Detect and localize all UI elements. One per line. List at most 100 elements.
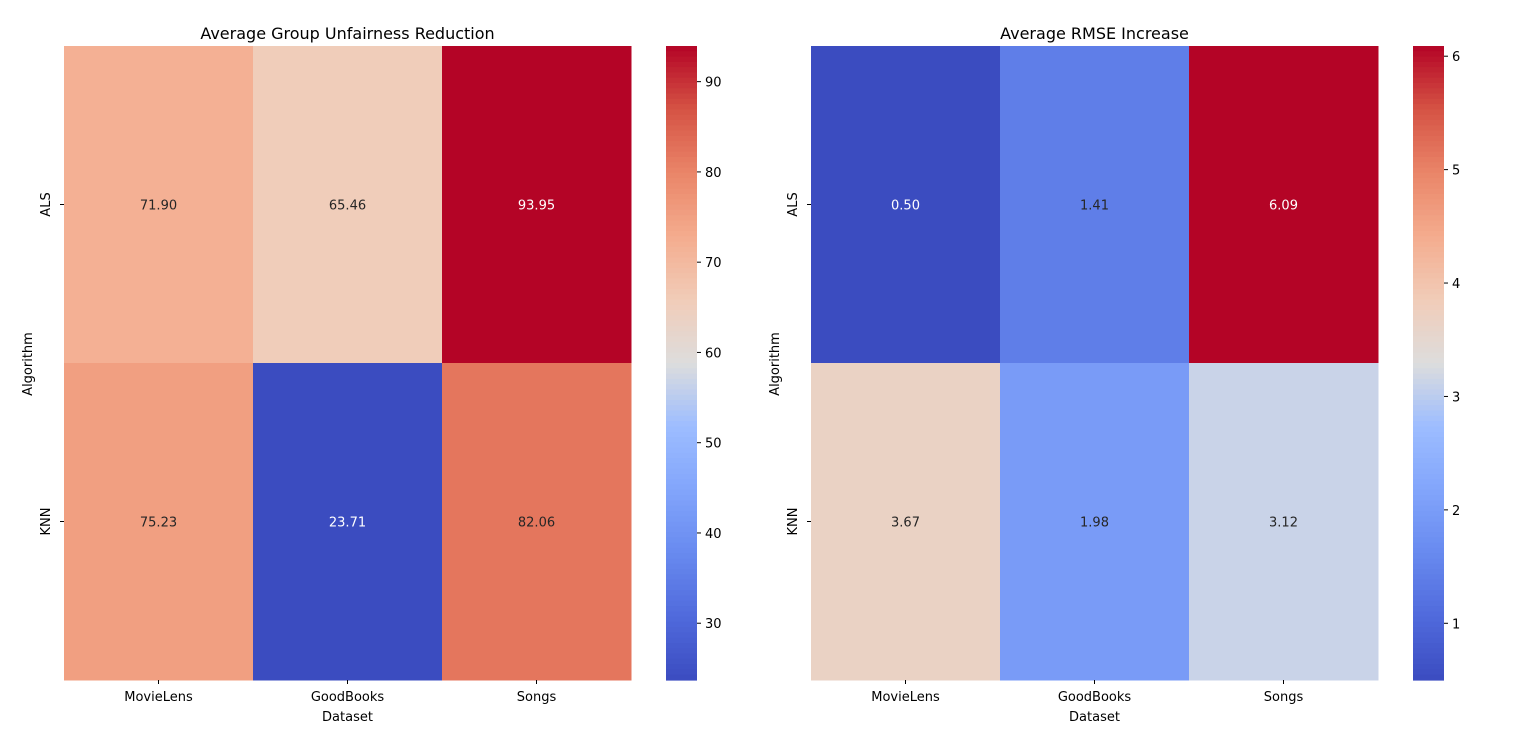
colorbar-segment: [1413, 151, 1444, 158]
colorbar-segment: [1413, 215, 1444, 221]
colorbar-segment: [666, 278, 697, 285]
colorbar-tick-label: 5: [1452, 164, 1460, 179]
colorbar-segment: [1413, 415, 1444, 422]
colorbar-segment: [1413, 178, 1444, 184]
colorbar-segment: [1413, 294, 1444, 301]
colorbar-segment: [1413, 569, 1444, 575]
colorbar-segment: [666, 172, 697, 179]
colorbar-segment: [666, 637, 697, 644]
colorbar-segment: [1413, 156, 1444, 163]
colorbar-segment: [666, 500, 697, 507]
colorbar-segment: [666, 458, 697, 464]
cell-value-label: 65.46: [329, 199, 366, 214]
heatmap-cell: [253, 46, 443, 364]
colorbar-segment: [666, 320, 697, 327]
colorbar-segment: [666, 199, 697, 206]
colorbar-segment: [666, 389, 697, 396]
colorbar-segment: [1413, 547, 1444, 554]
colorbar-segment: [666, 215, 697, 221]
colorbar-segment: [666, 463, 697, 470]
colorbar-tick-label: 70: [705, 256, 722, 271]
colorbar-segment: [666, 56, 697, 63]
y-tick-label: KNN: [39, 508, 54, 536]
colorbar-segment: [666, 46, 697, 52]
colorbar-segment: [666, 289, 697, 295]
colorbar-segment: [666, 193, 697, 200]
colorbar-segment: [1413, 447, 1444, 454]
colorbar-segment: [666, 532, 697, 538]
colorbar-segment: [1413, 468, 1444, 475]
colorbar-segment: [1413, 405, 1444, 412]
colorbar-segment: [1413, 458, 1444, 464]
colorbar-segment: [666, 304, 697, 311]
colorbar-segment: [1413, 394, 1444, 401]
colorbar-segment: [1413, 326, 1444, 332]
colorbar-segment: [1413, 119, 1444, 126]
colorbar-segment: [1413, 204, 1444, 211]
x-tick-label: MovieLens: [871, 690, 940, 705]
colorbar-segment: [1413, 542, 1444, 549]
colorbar-segment: [1413, 98, 1444, 105]
colorbar-segment: [1413, 627, 1444, 634]
colorbar-segment: [1413, 473, 1444, 480]
colorbar-segment: [666, 162, 697, 169]
colorbar-segment: [1413, 584, 1444, 591]
colorbar-segment: [666, 257, 697, 264]
x-tick-label: Songs: [1264, 690, 1304, 705]
colorbar-segment: [1413, 172, 1444, 179]
colorbar-segment: [666, 473, 697, 480]
y-axis-label-1: Algorithm: [21, 332, 36, 396]
colorbar-segment: [666, 283, 697, 290]
colorbar-segment: [1413, 289, 1444, 295]
colorbar-segment: [1413, 611, 1444, 618]
y-ticks-1: ALS KNN: [39, 192, 64, 535]
heatmap-cell: [811, 363, 1001, 681]
x-tick-label: Songs: [517, 690, 557, 705]
colorbar-segment: [1413, 643, 1444, 649]
colorbar-segment: [666, 352, 697, 359]
colorbar-segment: [666, 558, 697, 565]
colorbar-segment: [1413, 521, 1444, 528]
colorbar-segment: [1413, 252, 1444, 258]
colorbar-segment: [666, 516, 697, 523]
colorbar-segment: [666, 294, 697, 301]
colorbar-segment: [666, 146, 697, 153]
colorbar-segment: [1413, 278, 1444, 285]
colorbar-segment: [1413, 104, 1444, 110]
colorbar-tick-label: 2: [1452, 504, 1460, 519]
cell-value-label: 0.50: [891, 199, 920, 214]
colorbar-tick-label: 80: [705, 166, 722, 181]
colorbar-segment: [1413, 658, 1444, 665]
colorbar-segment: [1413, 125, 1444, 132]
y-tick-label: ALS: [39, 192, 54, 216]
colorbar-segment: [666, 468, 697, 475]
colorbar-segment: [666, 595, 697, 602]
colorbar-segment: [666, 553, 697, 560]
colorbar-segment: [666, 119, 697, 126]
colorbar-segment: [666, 526, 697, 533]
colorbar-segment: [1413, 579, 1444, 586]
colorbar-segment: [1413, 637, 1444, 644]
colorbar-segment: [666, 61, 697, 68]
colorbar-segment: [666, 584, 697, 591]
colorbar-segment: [1413, 246, 1444, 253]
colorbar-segment: [1413, 632, 1444, 639]
colorbar-segment: [1413, 236, 1444, 243]
colorbar-segment: [666, 183, 697, 190]
colorbar-segment: [666, 542, 697, 549]
colorbar-segment: [666, 421, 697, 427]
heatmap-cells-1: 71.90 65.46 93.95 75.23 23.71 82.06: [64, 46, 632, 681]
colorbar-segment: [666, 82, 697, 89]
cell-value-label: 1.98: [1080, 516, 1109, 531]
colorbar-segment: [1413, 410, 1444, 417]
colorbar-segment: [1413, 500, 1444, 507]
cell-value-label: 75.23: [140, 516, 177, 531]
colorbar-segment: [666, 643, 697, 649]
colorbar-segment: [1413, 199, 1444, 206]
colorbar-segment: [1413, 88, 1444, 95]
colorbar-segment: [1413, 431, 1444, 438]
colorbar-segment: [666, 521, 697, 528]
y-tick-label: KNN: [786, 508, 801, 536]
colorbar-segment: [1413, 495, 1444, 501]
colorbar-segment: [666, 616, 697, 623]
